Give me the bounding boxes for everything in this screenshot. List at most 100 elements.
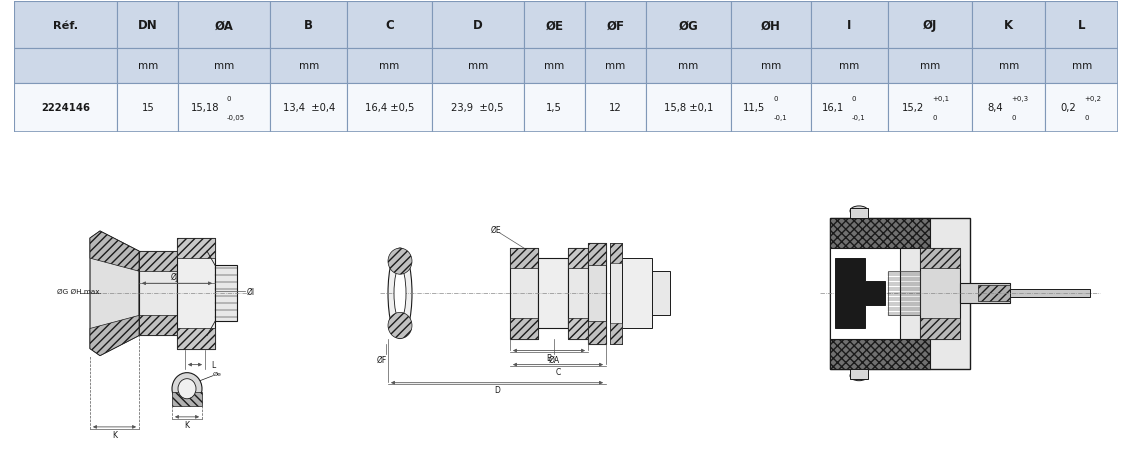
Bar [811, 83, 887, 133]
Bar [972, 2, 1045, 49]
Bar [139, 252, 177, 336]
Text: C: C [385, 19, 394, 32]
Bar [271, 83, 346, 133]
Bar [972, 83, 1045, 133]
Bar [887, 83, 972, 133]
Bar [920, 319, 960, 339]
Text: 15,18: 15,18 [190, 103, 218, 113]
Bar [511, 249, 538, 269]
Text: L: L [211, 360, 215, 369]
Bar [585, 83, 646, 133]
Text: 16,1: 16,1 [822, 103, 843, 113]
Bar [960, 284, 1010, 304]
Text: 0: 0 [1084, 115, 1089, 120]
Text: 15,2: 15,2 [902, 103, 925, 113]
Bar [215, 266, 237, 322]
Text: 8,4: 8,4 [988, 103, 1003, 113]
Bar [887, 2, 972, 49]
Ellipse shape [172, 373, 201, 405]
Ellipse shape [388, 249, 412, 339]
Text: 0: 0 [226, 96, 231, 102]
Text: mm: mm [468, 61, 488, 71]
Bar [646, 83, 731, 133]
Bar [524, 2, 585, 49]
Text: ØJ: ØJ [923, 19, 937, 32]
Text: 15,8 ±0,1: 15,8 ±0,1 [663, 103, 713, 113]
Text: ØF: ØF [607, 19, 625, 32]
Bar [118, 83, 179, 133]
Text: -0,1: -0,1 [851, 115, 865, 120]
Text: ØF: ØF [377, 355, 387, 364]
Bar [179, 83, 271, 133]
Bar [830, 339, 931, 369]
Ellipse shape [388, 313, 412, 339]
Bar [731, 83, 811, 133]
Text: 0: 0 [773, 96, 778, 102]
Text: C: C [556, 367, 560, 376]
Bar [811, 49, 887, 83]
Bar [139, 316, 177, 336]
Bar [731, 2, 811, 49]
Text: 23,9  ±0,5: 23,9 ±0,5 [452, 103, 504, 113]
Bar [887, 49, 972, 83]
Bar [139, 252, 177, 272]
Text: ØA: ØA [215, 19, 234, 32]
Text: 0: 0 [1011, 115, 1015, 120]
Bar [652, 272, 670, 316]
Ellipse shape [178, 379, 196, 399]
Text: -0,1: -0,1 [773, 115, 787, 120]
Bar [271, 2, 346, 49]
Text: ØE: ØE [490, 225, 501, 234]
Bar [850, 369, 868, 379]
Bar [1045, 2, 1118, 49]
Text: mm: mm [761, 61, 781, 71]
Bar [431, 2, 524, 49]
Text: ØI: ØI [247, 287, 255, 296]
Bar [179, 49, 271, 83]
Text: 11,5: 11,5 [744, 103, 765, 113]
Text: ØH: ØH [761, 19, 781, 32]
Bar [346, 49, 431, 83]
Text: B: B [305, 19, 314, 32]
Bar [610, 324, 621, 344]
Bar [972, 49, 1045, 83]
Text: ØA: ØA [548, 355, 559, 364]
Bar [118, 49, 179, 83]
Bar [731, 49, 811, 83]
Text: 12: 12 [609, 103, 621, 113]
Text: B: B [547, 353, 551, 362]
Ellipse shape [850, 371, 868, 381]
Bar [588, 244, 606, 266]
Text: mm: mm [299, 61, 319, 71]
Text: L: L [1078, 19, 1086, 32]
Bar [1045, 49, 1118, 83]
Text: mm: mm [678, 61, 698, 71]
Text: 16,4 ±0,5: 16,4 ±0,5 [365, 103, 414, 113]
Text: 0: 0 [851, 96, 856, 102]
Bar [568, 319, 588, 339]
Bar [431, 83, 524, 133]
Bar [431, 49, 524, 83]
Text: mm: mm [544, 61, 565, 71]
Bar [830, 218, 970, 369]
Bar [811, 2, 887, 49]
Bar [511, 319, 538, 339]
Text: -0,05: -0,05 [226, 115, 245, 120]
Bar [1010, 290, 1090, 298]
Bar [850, 208, 868, 218]
Text: mm: mm [606, 61, 626, 71]
Text: K: K [1004, 19, 1013, 32]
Bar [621, 258, 652, 329]
Bar [172, 392, 201, 406]
Text: 15: 15 [142, 103, 154, 113]
Text: mm: mm [920, 61, 940, 71]
Bar [271, 49, 346, 83]
Bar [524, 49, 585, 83]
Text: 0,2: 0,2 [1061, 103, 1077, 113]
Bar [920, 249, 960, 339]
Text: +0,1: +0,1 [932, 96, 950, 102]
Text: +0,2: +0,2 [1084, 96, 1101, 102]
Text: 2224146: 2224146 [41, 103, 89, 113]
Bar [1045, 83, 1118, 133]
Text: D: D [473, 19, 482, 32]
